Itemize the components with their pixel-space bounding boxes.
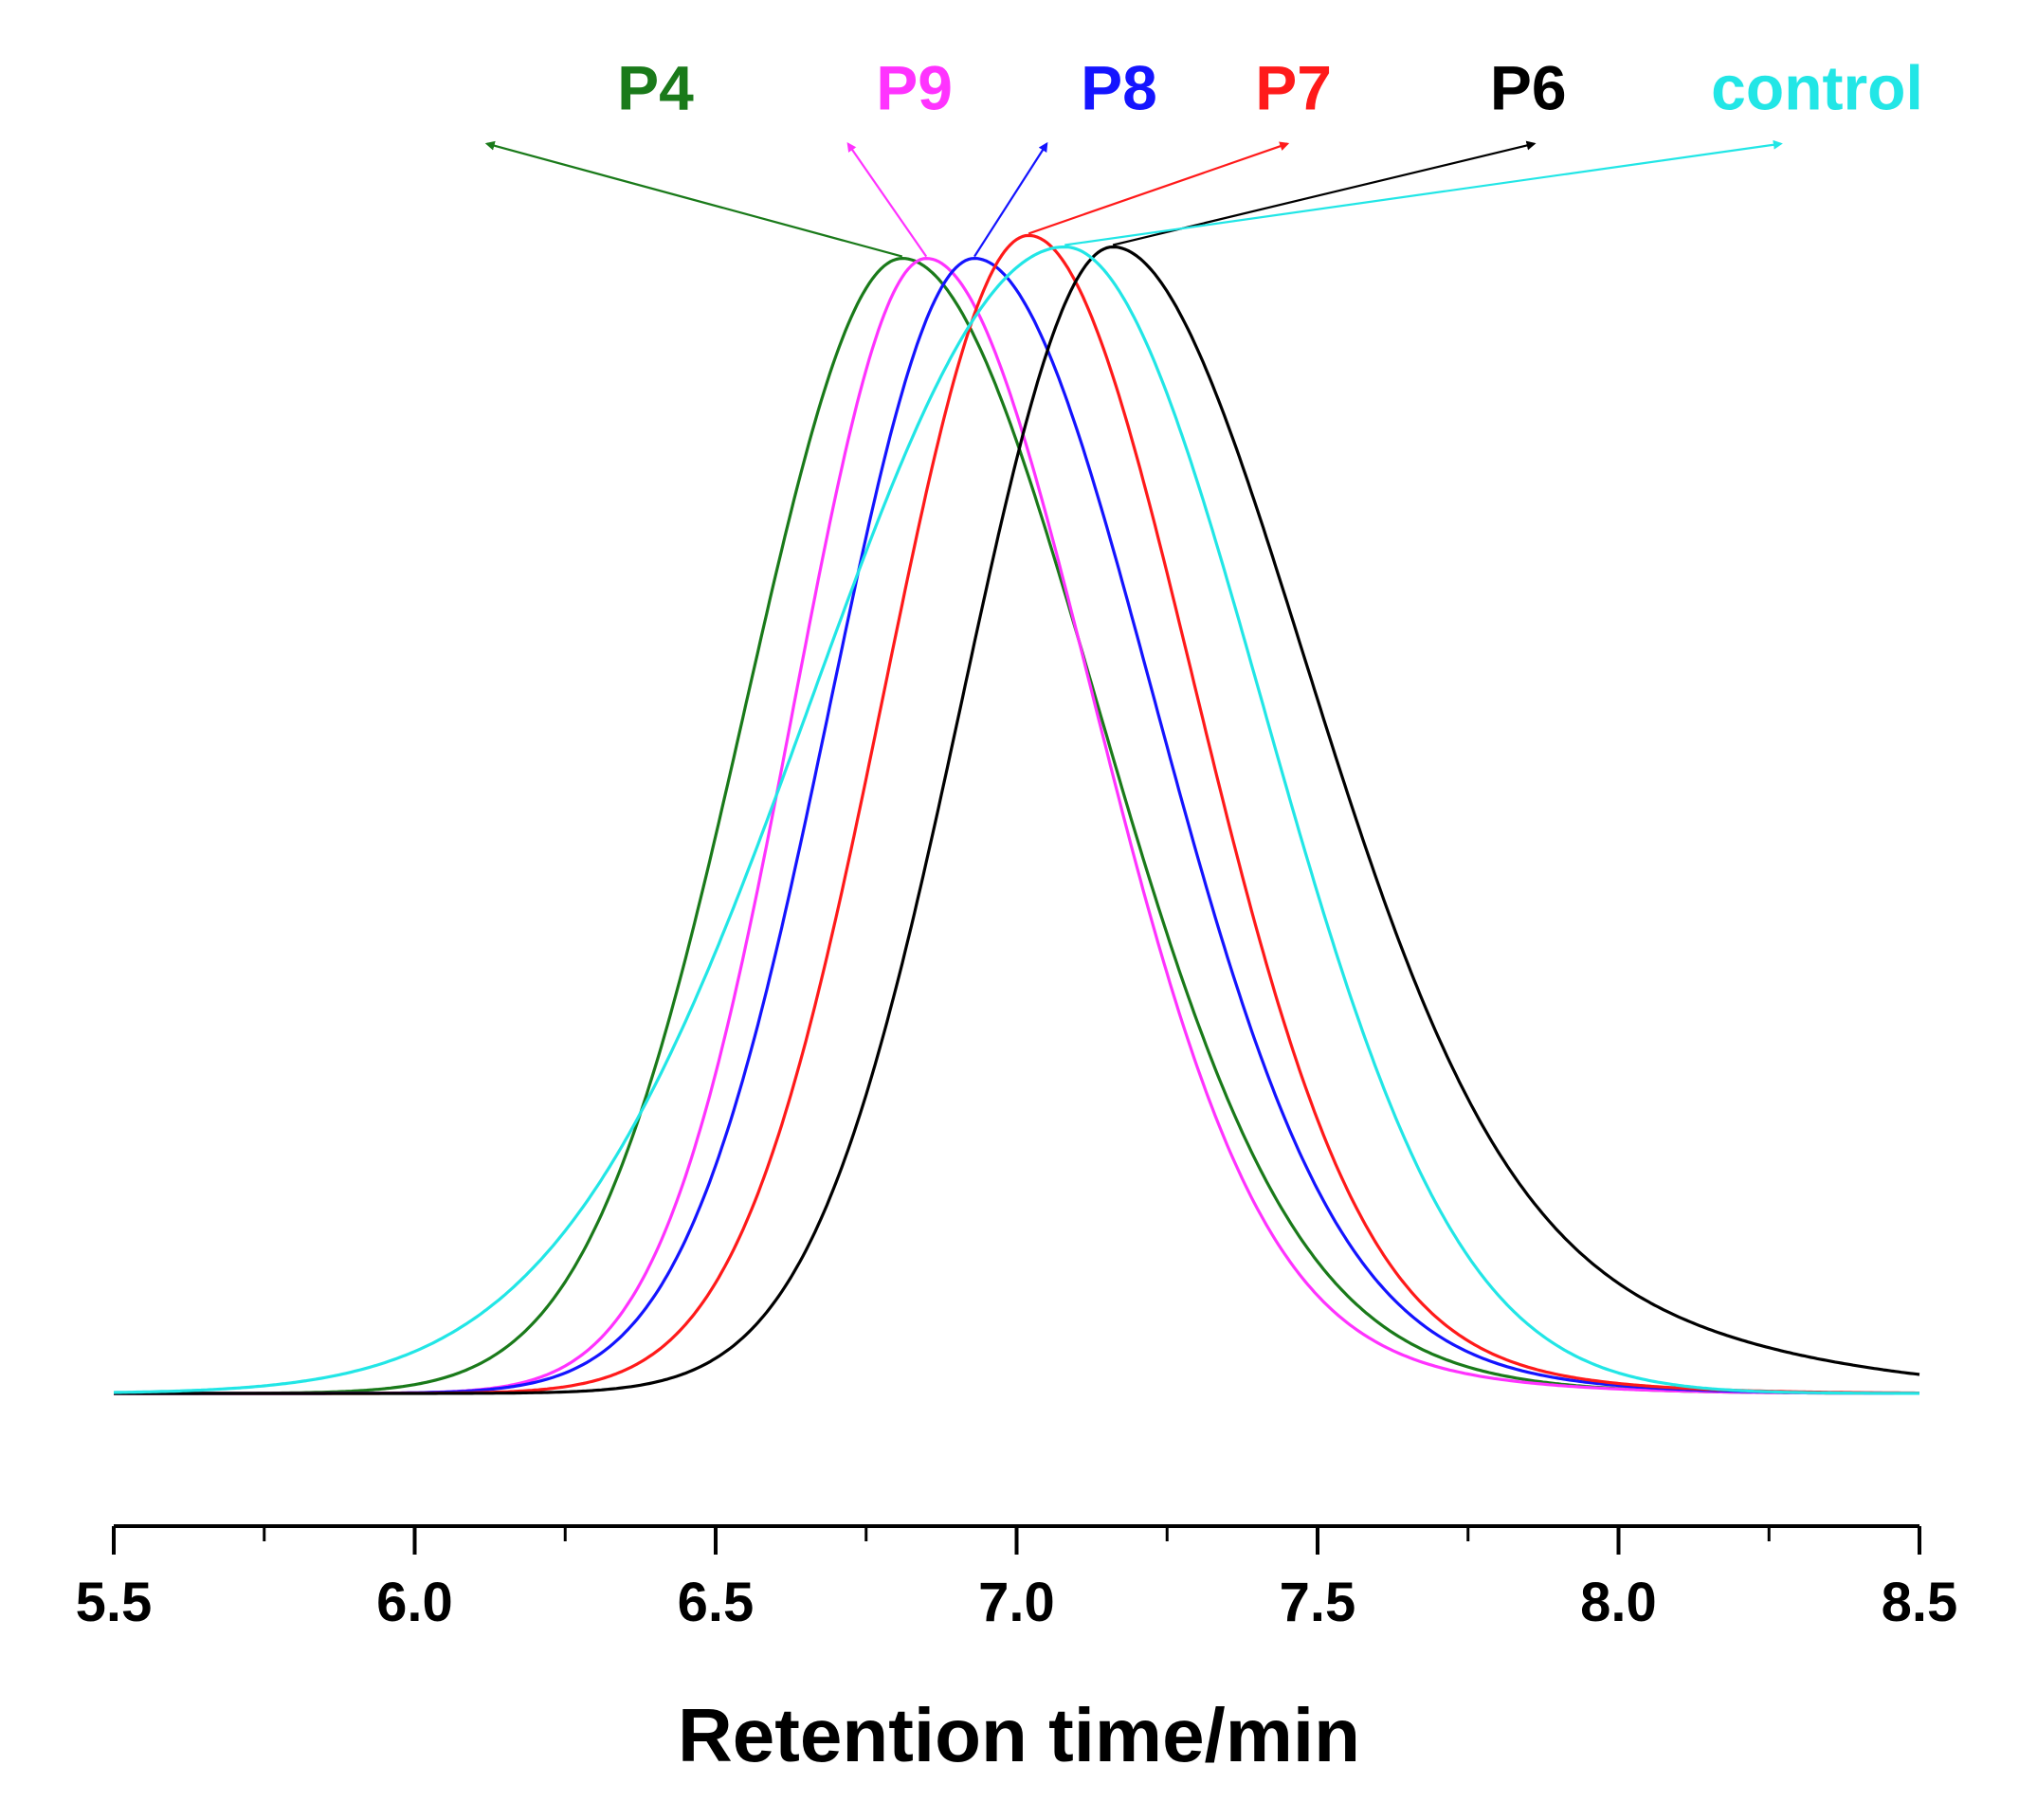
series-labels-group: P4 P9 P8 P7 P6 control — [617, 52, 1923, 122]
series-label-p7: P7 — [1255, 52, 1332, 122]
series-label-control: control — [1711, 52, 1923, 122]
series-line-p4 — [114, 257, 1919, 1395]
label-arrows-group — [484, 139, 1783, 258]
series-line-control — [113, 245, 1919, 1395]
arrow-p7 — [1028, 141, 1290, 235]
series-line-p9 — [114, 257, 1920, 1395]
series-label-p6: P6 — [1490, 52, 1567, 122]
series-label-p9: P9 — [876, 52, 953, 122]
x-tick-label: 7.5 — [1280, 1572, 1356, 1633]
x-tick-label: 5.5 — [76, 1572, 153, 1633]
x-axis-title: Retention time/min — [678, 1693, 1360, 1777]
x-axis: 5.5 6.0 6.5 7.0 7.5 8.0 8.5 — [76, 1524, 1958, 1633]
x-tick-label: 7.0 — [978, 1572, 1055, 1633]
arrow-p8 — [973, 141, 1048, 258]
series-label-p8: P8 — [1081, 52, 1157, 122]
x-tick-label: 6.0 — [376, 1572, 453, 1633]
series-line-p6 — [114, 245, 1920, 1395]
series-label-p4: P4 — [617, 52, 694, 122]
x-tick-label: 8.0 — [1580, 1572, 1657, 1633]
series-line-p8 — [114, 257, 1919, 1395]
curves-group — [113, 233, 1920, 1395]
x-tick-label: 6.5 — [678, 1572, 755, 1633]
arrow-p4 — [484, 140, 903, 258]
x-tick-label: 8.5 — [1882, 1572, 1958, 1633]
arrow-control — [1064, 139, 1783, 246]
arrow-p9 — [846, 141, 928, 258]
